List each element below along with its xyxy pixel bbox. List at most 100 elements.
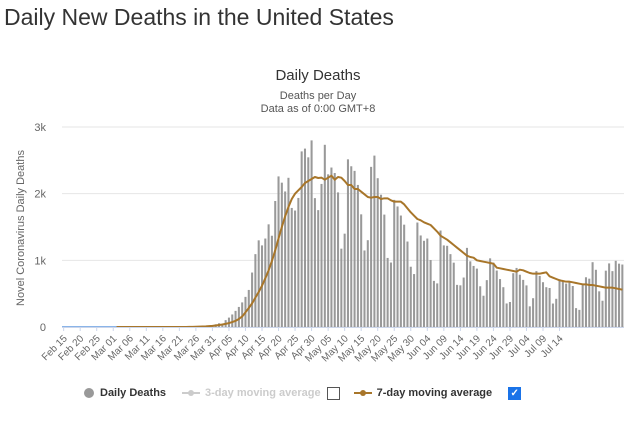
daily-deaths-bar	[277, 176, 280, 327]
daily-deaths-bar	[323, 144, 326, 327]
daily-deaths-bar	[290, 207, 293, 327]
daily-deaths-bar	[601, 300, 604, 327]
daily-deaths-bar	[436, 283, 439, 327]
daily-deaths-bar	[353, 170, 356, 327]
daily-deaths-bar	[264, 238, 267, 327]
daily-deaths-bar	[618, 263, 621, 327]
daily-deaths-bar	[270, 235, 273, 327]
daily-deaths-bar	[426, 238, 429, 327]
daily-deaths-bar	[535, 271, 538, 327]
daily-deaths-bar	[518, 274, 521, 327]
daily-deaths-bar	[588, 278, 591, 327]
daily-deaths-bar	[376, 178, 379, 327]
daily-deaths-bar	[608, 263, 611, 327]
seven-day-average-line	[116, 174, 623, 328]
legend-label-7-day-average: 7-day moving average	[376, 387, 493, 399]
daily-deaths-bar	[485, 280, 488, 327]
daily-deaths-bar	[558, 279, 561, 327]
daily-deaths-bar	[591, 262, 594, 327]
daily-deaths-bar	[310, 140, 313, 327]
daily-deaths-bar	[370, 166, 373, 327]
daily-deaths-bar	[399, 215, 402, 327]
daily-deaths-bar	[565, 283, 568, 327]
daily-deaths-bar	[505, 303, 508, 327]
daily-deaths-bar	[409, 266, 412, 327]
daily-deaths-bar	[373, 155, 376, 327]
daily-deaths-bar	[508, 302, 511, 327]
daily-deaths-bar	[237, 306, 240, 327]
legend-item-3-day-average[interactable]: 3-day moving average	[182, 387, 321, 399]
daily-deaths-bar	[439, 230, 442, 327]
daily-deaths-bar	[475, 268, 478, 327]
legend-item-daily-deaths[interactable]: Daily Deaths	[84, 387, 166, 399]
daily-deaths-bar	[459, 285, 462, 327]
daily-deaths-bar	[495, 270, 498, 327]
daily-deaths-bar	[284, 191, 287, 327]
daily-deaths-bar	[267, 224, 270, 327]
daily-deaths-bar	[614, 260, 617, 327]
y-tick-label: 0	[40, 322, 46, 334]
daily-deaths-bar	[422, 240, 426, 327]
daily-deaths-bar	[525, 285, 528, 327]
daily-deaths-bar	[432, 280, 435, 327]
daily-deaths-bar	[472, 265, 475, 327]
daily-deaths-bar	[598, 291, 601, 327]
legend-item-7-day-average[interactable]: 7-day moving average	[353, 387, 493, 399]
daily-deaths-bar	[366, 240, 369, 327]
daily-deaths-bar	[456, 284, 459, 327]
checkbox-3-day-average[interactable]	[326, 386, 340, 400]
daily-deaths-bar	[465, 247, 468, 327]
daily-deaths-bar	[327, 174, 330, 327]
daily-deaths-bar	[515, 267, 518, 327]
daily-deaths-bar	[330, 167, 333, 327]
daily-deaths-bar	[307, 157, 310, 327]
daily-deaths-bar	[571, 286, 574, 327]
daily-deaths-bar	[294, 210, 297, 327]
legend-marker-3-day-average	[182, 390, 201, 396]
daily-deaths-bar	[386, 257, 389, 327]
daily-deaths-bar	[548, 288, 551, 327]
daily-deaths-bar	[231, 314, 234, 327]
daily-deaths-bar	[274, 201, 277, 327]
daily-deaths-bar	[241, 302, 244, 327]
daily-deaths-bar	[442, 245, 445, 327]
daily-deaths-bar	[532, 298, 535, 327]
daily-deaths-bar	[280, 182, 283, 327]
daily-deaths-bar	[406, 241, 409, 327]
y-tick-label: 3k	[34, 122, 46, 134]
chart-legend: Daily Deaths 3-day moving average 7-day …	[84, 383, 535, 403]
daily-deaths-bar	[492, 262, 495, 327]
daily-deaths-bar	[303, 148, 307, 327]
daily-deaths-bar	[356, 184, 359, 327]
daily-deaths-bar	[363, 250, 366, 327]
daily-deaths-bar	[416, 222, 419, 327]
y-axis-label: Novel Coronavirus Daily Deaths	[15, 150, 27, 306]
daily-deaths-bar	[584, 277, 588, 327]
chart-subtitle-line-1: Deaths per Day	[280, 90, 357, 102]
daily-deaths-bar	[499, 279, 502, 327]
daily-deaths-bar	[575, 308, 578, 327]
y-tick-label: 1k	[34, 255, 46, 267]
legend-marker-daily-deaths	[84, 388, 94, 398]
daily-deaths-bar	[257, 240, 260, 327]
daily-deaths-bar	[346, 159, 349, 327]
daily-deaths-bar	[604, 270, 607, 327]
daily-deaths-bar	[611, 271, 614, 327]
daily-deaths-bar	[343, 233, 346, 327]
checkbox-7-day-average[interactable]: ✓	[508, 386, 522, 400]
daily-deaths-bar	[389, 262, 392, 327]
daily-deaths-bar	[568, 281, 571, 327]
daily-deaths-bar	[403, 224, 406, 327]
daily-deaths-bar	[333, 173, 336, 327]
daily-deaths-bar	[551, 303, 554, 327]
legend-label-daily-deaths: Daily Deaths	[100, 387, 167, 399]
daily-deaths-bar	[234, 310, 237, 327]
daily-deaths-bar	[337, 192, 340, 327]
daily-deaths-bar	[313, 198, 316, 327]
daily-deaths-bar	[413, 274, 416, 327]
daily-deaths-bar	[469, 261, 472, 327]
daily-deaths-bar	[254, 254, 257, 327]
daily-deaths-bar	[449, 254, 452, 327]
daily-deaths-bar	[383, 214, 386, 327]
